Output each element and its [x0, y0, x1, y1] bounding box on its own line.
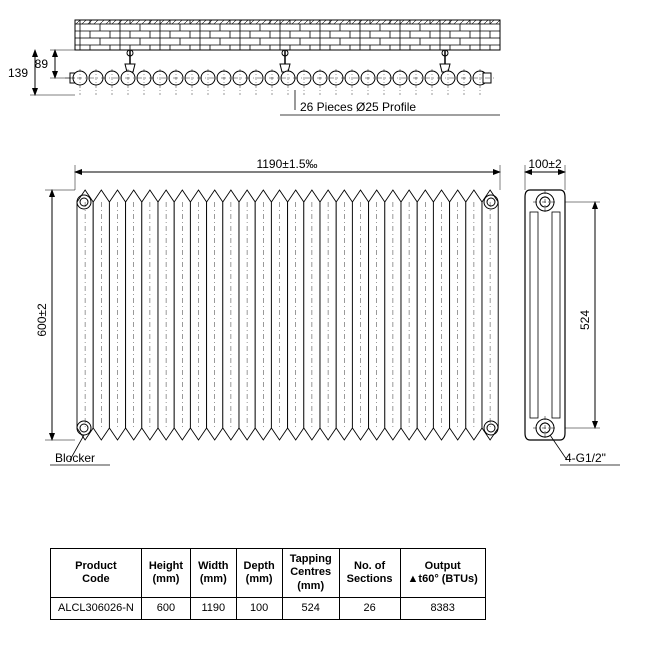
dim-139: 139 — [8, 66, 28, 80]
spec-table: ProductCodeHeight(mm)Width(mm)Depth(mm)T… — [50, 548, 486, 620]
table-header: No. ofSections — [339, 549, 400, 598]
table-header: Width(mm) — [191, 549, 236, 598]
table-cell: 26 — [339, 597, 400, 619]
table-header: Output▲t60° (BTUs) — [400, 549, 485, 598]
table-cell: 100 — [236, 597, 282, 619]
table-row: ALCL306026-N6001190100524268383 — [51, 597, 486, 619]
table-cell: ALCL306026-N — [51, 597, 142, 619]
table-cell: 524 — [282, 597, 339, 619]
tube-row — [65, 69, 495, 95]
table-cell: 600 — [141, 597, 190, 619]
dim-89: 89 — [35, 57, 49, 71]
height-dim: 600±2 — [35, 303, 49, 337]
front-view: 1190±1.5‰ 600±2 Blocker — [35, 157, 500, 465]
table-cell: 1190 — [191, 597, 236, 619]
table-header: Depth(mm) — [236, 549, 282, 598]
table-cell: 8383 — [400, 597, 485, 619]
side-view: 100±2 524 4-G1/2" — [525, 157, 620, 465]
thread-label: 4-G1/2" — [565, 451, 606, 465]
side-width: 100±2 — [528, 157, 562, 171]
brackets — [125, 50, 450, 72]
table-header: ProductCode — [51, 549, 142, 598]
profile-label: 26 Pieces Ø25 Profile — [300, 100, 416, 114]
top-view: 89 139 26 Pieces Ø25 Profile — [8, 20, 500, 115]
technical-drawing: 89 139 26 Pieces Ø25 Profile 1190±1.5‰ — [0, 10, 650, 530]
table-header: Height(mm) — [141, 549, 190, 598]
blocker-label: Blocker — [55, 451, 95, 465]
side-height: 524 — [578, 310, 592, 330]
table-header: TappingCentres(mm) — [282, 549, 339, 598]
width-dim: 1190±1.5‰ — [256, 157, 317, 171]
